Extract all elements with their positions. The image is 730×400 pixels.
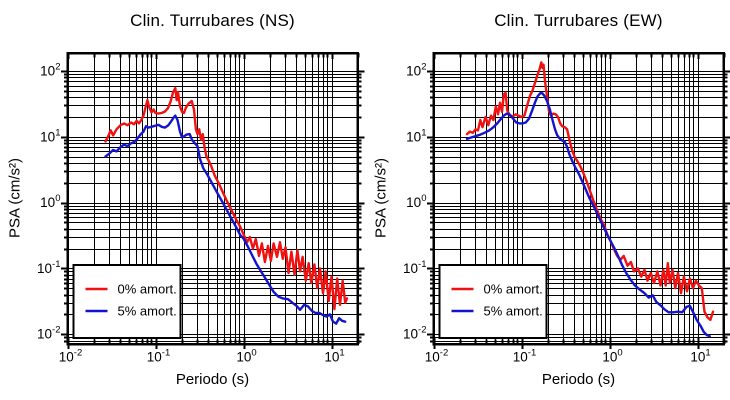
plot-ns: 10-2 10-1 100 101 102 101 100 10-1 10-2 0% amort.… <box>37 51 365 365</box>
tick-labels: 10-2 10-1 100 101 102 101 100 10-1 10-2 <box>37 62 345 365</box>
legend: 0% amort. 5% amort. <box>72 263 182 340</box>
x-tick-label: 100 <box>236 348 256 365</box>
legend-label: 5% amort. <box>118 304 177 319</box>
plot-title-ns: Clin. Turrubares (NS) <box>130 11 295 30</box>
y-tick-label: 101 <box>40 127 60 144</box>
x-tick-label: 10-1 <box>513 348 536 365</box>
legend-label: 0% amort. <box>484 282 543 297</box>
curve-0pct-damping <box>104 86 349 311</box>
y-tick-label: 102 <box>406 62 426 79</box>
y-tick-label: 100 <box>406 193 426 210</box>
curves <box>465 61 715 338</box>
x-tick-label: 10-2 <box>425 348 448 365</box>
x-axis-label-ew: Periodo (s) <box>541 371 616 388</box>
legend-label: 0% amort. <box>118 282 177 297</box>
plot-title-ew: Clin. Turrubares (EW) <box>494 11 663 30</box>
tick-labels: 10-2 10-1 100 101 102 101 100 10-1 10-2 <box>403 62 711 365</box>
legend: 0% amort. 5% amort. <box>438 263 548 340</box>
plot-ew: 10-2 10-1 100 101 102 101 100 10-1 10-2 0% amort.… <box>403 51 730 365</box>
x-tick-label: 101 <box>324 348 344 365</box>
y-axis-label-ew: PSA (cm/s²) <box>372 158 390 239</box>
y-tick-label: 100 <box>40 193 60 210</box>
x-tick-label: 10-2 <box>59 348 82 365</box>
y-tick-label: 10-1 <box>403 259 426 276</box>
legend-box <box>438 263 548 340</box>
y-tick-label: 102 <box>40 62 60 79</box>
curve-5pct-damping <box>104 114 347 325</box>
x-tick-label: 101 <box>690 348 710 365</box>
plot-frame <box>66 51 360 346</box>
legend-box <box>72 263 182 340</box>
y-tick-label: 101 <box>406 127 426 144</box>
y-axis-label-ns: PSA (cm/s²) <box>6 158 24 239</box>
y-tick-label: 10-2 <box>403 325 426 342</box>
legend-label: 5% amort. <box>484 304 543 319</box>
curves <box>104 86 349 325</box>
x-tick-label: 10-1 <box>147 348 170 365</box>
y-tick-label: 10-2 <box>37 325 60 342</box>
x-tick-label: 100 <box>602 348 622 365</box>
x-axis-label-ns: Periodo (s) <box>175 371 250 388</box>
plot-frame <box>432 51 726 346</box>
curve-0pct-damping <box>465 61 715 322</box>
y-tick-label: 10-1 <box>37 259 60 276</box>
curve-5pct-damping <box>465 91 711 338</box>
